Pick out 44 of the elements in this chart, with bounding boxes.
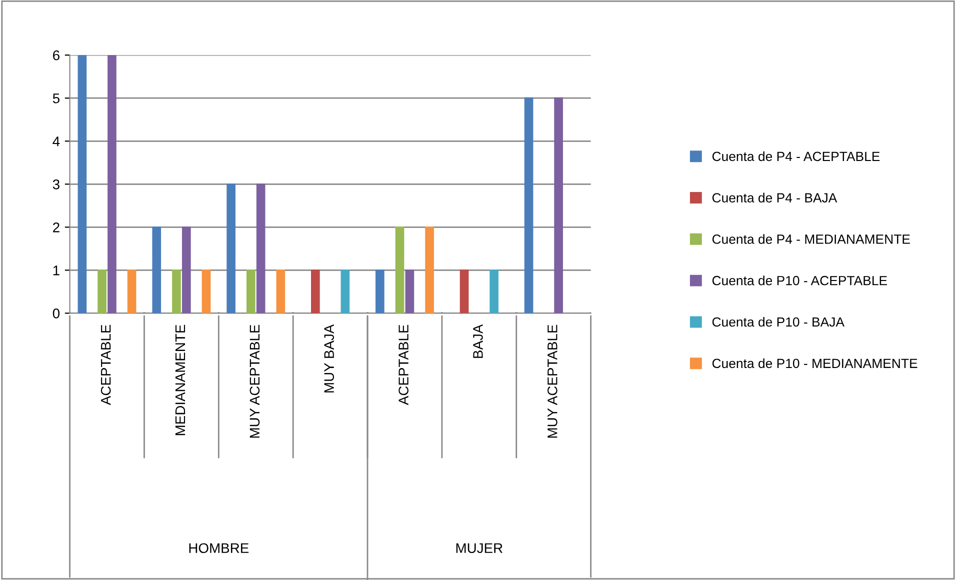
bar bbox=[246, 269, 256, 314]
x-tick-label: BAJA bbox=[473, 324, 483, 358]
legend-label: Cuenta de P10 - ACEPTABLE bbox=[712, 276, 887, 286]
bar bbox=[310, 269, 320, 314]
bar bbox=[172, 269, 181, 314]
bar bbox=[108, 55, 116, 314]
bar bbox=[376, 269, 384, 314]
bar bbox=[554, 97, 563, 314]
x-tick-label: ACEPTABLE bbox=[100, 324, 111, 406]
y-tick-label: 5 bbox=[52, 94, 60, 104]
legend-label: Cuenta de P10 - BAJA bbox=[712, 316, 844, 327]
bar bbox=[202, 269, 211, 314]
y-tick-label: 0 bbox=[52, 308, 60, 318]
bar bbox=[490, 269, 498, 314]
y-tick-label: 3 bbox=[52, 179, 60, 190]
bar bbox=[405, 269, 414, 314]
bar bbox=[425, 226, 434, 314]
x-tick-label: MUY ACEPTABLE bbox=[250, 324, 260, 438]
x-tick-label: MUY BAJA bbox=[324, 324, 334, 392]
text: HOMBRE bbox=[189, 543, 249, 554]
legend-label: Cuenta de P10 - MEDIANAMENTE bbox=[712, 358, 918, 368]
x-tick-label: MUY ACEPTABLE bbox=[547, 324, 558, 438]
bar bbox=[98, 269, 106, 314]
bar bbox=[78, 55, 87, 314]
bar bbox=[226, 183, 236, 314]
bar bbox=[276, 269, 286, 314]
x-tick-label: ACEPTABLE bbox=[398, 324, 408, 406]
bar bbox=[460, 269, 469, 314]
bar bbox=[256, 183, 266, 314]
bar bbox=[524, 97, 534, 314]
bar bbox=[152, 226, 162, 314]
text: MUJER bbox=[456, 543, 502, 554]
legend-label: Cuenta de P4 - ACEPTABLE bbox=[712, 151, 880, 162]
x-tick-label: MEDIANAMENTE bbox=[175, 324, 186, 436]
bar bbox=[395, 226, 404, 314]
bar bbox=[340, 269, 350, 314]
legend-label: Cuenta de P4 - BAJA bbox=[712, 192, 838, 202]
bar bbox=[182, 226, 191, 314]
y-tick-label: 1 bbox=[53, 266, 60, 276]
bar bbox=[127, 269, 136, 314]
y-tick-label: 6 bbox=[53, 50, 60, 60]
y-tick-label: 4 bbox=[52, 136, 60, 146]
legend-label: Cuenta de P4 - MEDIANAMENTE bbox=[712, 234, 910, 244]
y-tick-label: 2 bbox=[53, 222, 60, 232]
